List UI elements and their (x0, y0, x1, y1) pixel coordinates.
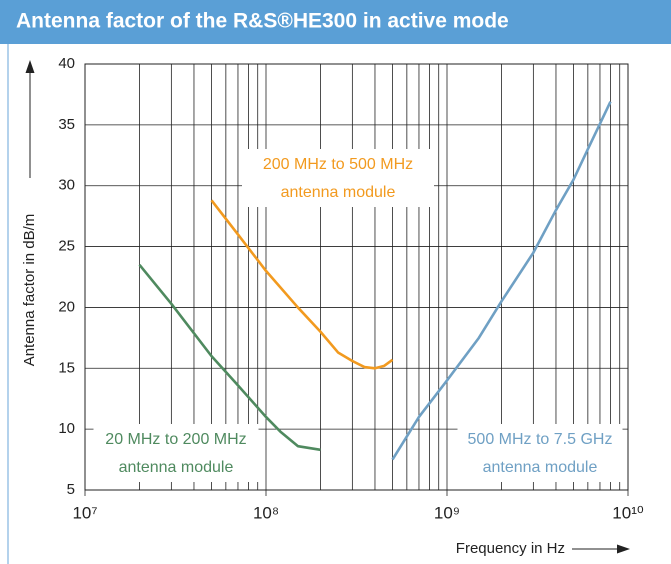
x-arrow-head (617, 544, 630, 554)
annotation: 200 MHz to 500 MHz (263, 156, 413, 173)
title-bar (0, 0, 671, 44)
annotation: antenna module (483, 459, 598, 476)
y-tick-label: 20 (58, 298, 75, 315)
chart-title: Antenna factor of the R&S®HE300 in activ… (16, 10, 509, 33)
y-axis-label: Antenna factor in dB/m (21, 214, 38, 367)
plot-frame (84, 63, 629, 491)
annotation-box (93, 424, 259, 482)
data-line (138, 264, 321, 452)
x-tick-label: 10⁹ (434, 503, 460, 522)
data-line (210, 199, 394, 370)
x-axis-label: Frequency in Hz (456, 540, 565, 557)
annotation-box (242, 149, 434, 207)
y-tick-label: 25 (58, 238, 75, 255)
y-tick-label: 30 (58, 177, 75, 194)
annotation: 20 MHz to 200 MHz (105, 431, 246, 448)
x-tick-label: 10⁸ (253, 503, 279, 522)
y-tick-label: 5 (67, 481, 75, 498)
y-tick-label: 35 (58, 116, 75, 133)
x-tick-label: 10⁷ (72, 503, 97, 522)
data-line (391, 101, 612, 461)
annotation: antenna module (281, 184, 396, 201)
y-arrow-head (25, 60, 35, 73)
annotation: 500 MHz to 7.5 GHz (468, 431, 613, 448)
x-tick-label: 10¹⁰ (612, 503, 644, 522)
annotation-box (457, 424, 623, 482)
annotation: antenna module (119, 459, 234, 476)
y-tick-label: 40 (58, 55, 75, 72)
y-tick-label: 15 (58, 359, 75, 376)
y-tick-label: 10 (58, 420, 75, 437)
